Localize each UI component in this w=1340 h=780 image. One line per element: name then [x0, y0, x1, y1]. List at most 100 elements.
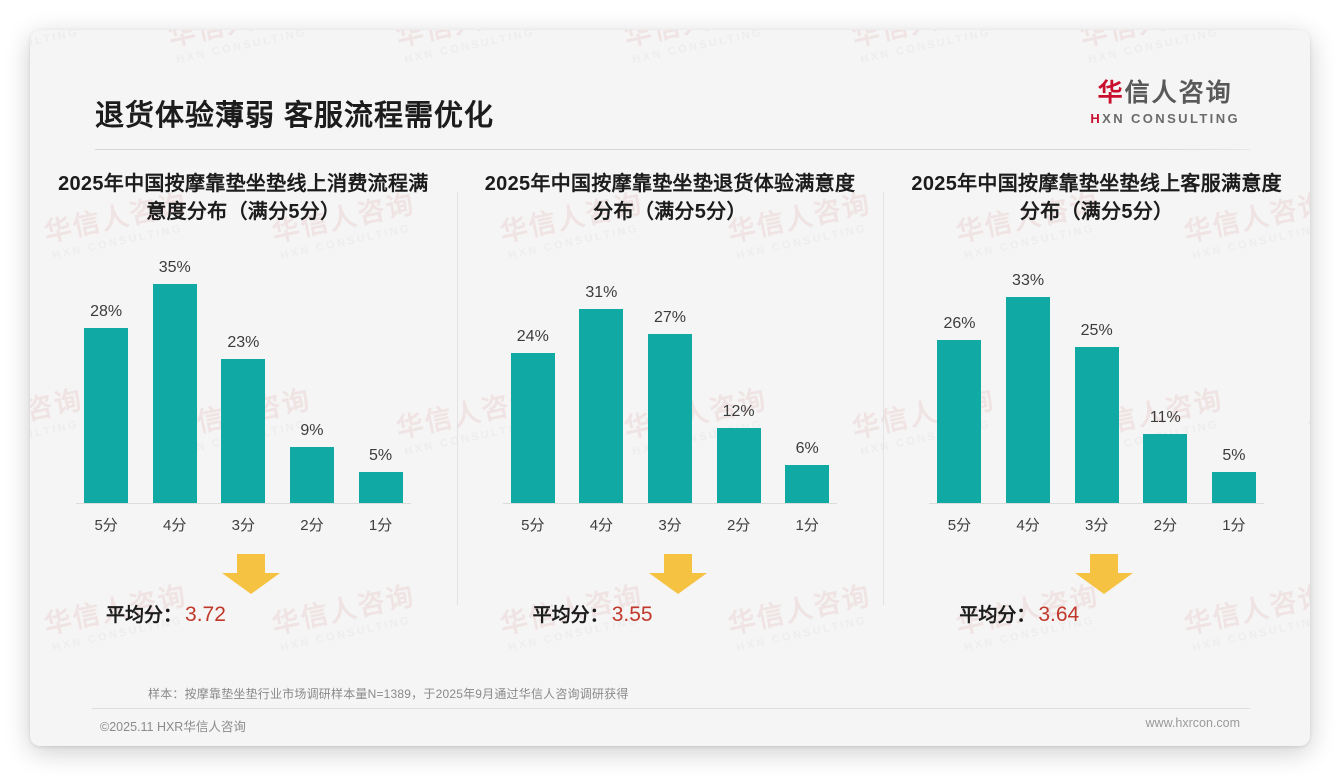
page-title: 退货体验薄弱 客服流程需优化: [95, 100, 495, 132]
plot-area: 24% 31% 27% 12% 6%: [502, 254, 838, 504]
bar-value-label: 28%: [90, 303, 123, 320]
category-label: 4分: [163, 517, 187, 534]
footer-divider: [92, 708, 1250, 709]
bar[interactable]: [358, 472, 403, 503]
bar-column[interactable]: 28%: [76, 254, 136, 503]
bar[interactable]: [579, 309, 624, 503]
header-divider: [95, 149, 1250, 150]
category-label: 5分: [521, 517, 545, 534]
bar[interactable]: [152, 284, 197, 503]
bar-column[interactable]: 33%: [998, 254, 1058, 503]
category-label: 4分: [589, 517, 614, 534]
chart-panel-3: 2025年中国按摩靠垫坐垫线上客服满意度分布（满分5分） 26% 33% 25% 11%…: [883, 170, 1310, 675]
average-score-label: 平均分：: [959, 605, 1036, 626]
chart-title: 2025年中国按摩靠垫坐垫退货体验满意度分布（满分5分）: [484, 173, 856, 224]
copyright-text: ©2025.11 HXR华信人咨询: [100, 720, 246, 734]
plot-area: 26% 33% 25% 11% 5%: [929, 254, 1265, 504]
charts-container: 2025年中国按摩靠垫坐垫线上消费流程满意度分布（满分5分） 28% 35% 23% 9…: [30, 170, 1310, 675]
bar[interactable]: [289, 447, 334, 503]
average-score-label: 平均分：: [106, 605, 183, 626]
bar[interactable]: [716, 428, 761, 503]
chart-title: 2025年中国按摩靠垫坐垫线上客服满意度分布（满分5分）: [911, 173, 1282, 224]
bar[interactable]: [84, 328, 129, 503]
bar[interactable]: [785, 465, 830, 503]
bar-column[interactable]: 35%: [145, 254, 205, 503]
panel-divider: [456, 192, 458, 605]
bar[interactable]: [1074, 347, 1119, 503]
bar-column[interactable]: 31%: [571, 254, 631, 503]
category-label: 4分: [1016, 517, 1040, 534]
bar-value-label: 35%: [158, 259, 191, 276]
category-axis: 5分 4分 3分 2分 1分: [76, 514, 411, 535]
chart-panel-1: 2025年中国按摩靠垫坐垫线上消费流程满意度分布（满分5分） 28% 35% 23% 9…: [30, 170, 457, 675]
down-arrow-icon: [1073, 552, 1135, 596]
logo-chinese: 华信人咨询: [1090, 79, 1240, 108]
bar[interactable]: [1143, 434, 1188, 503]
website-link[interactable]: www.hxrcon.com: [1145, 716, 1240, 730]
logo-english: HXN CONSULTING: [1090, 111, 1240, 126]
bar-column[interactable]: 25%: [1067, 254, 1127, 503]
category-label: 5分: [94, 517, 118, 534]
category-label: 3分: [1085, 517, 1109, 534]
category-label: 1分: [795, 517, 819, 534]
slide-header: 退货体验薄弱 客服流程需优化: [30, 30, 1310, 150]
logo-english-accent: H: [1090, 110, 1103, 126]
bar[interactable]: [1211, 472, 1256, 503]
bar-column[interactable]: 23%: [213, 254, 273, 503]
bar-value-label: 25%: [1080, 322, 1113, 339]
logo-english-rest: XN CONSULTING: [1102, 110, 1240, 126]
category-label: 2分: [726, 517, 751, 534]
bar-value-label: 6%: [795, 440, 819, 457]
average-score-block: 平均分： 3.55: [475, 552, 866, 652]
panel-divider: [883, 192, 885, 605]
bar-value-label: 26%: [943, 315, 976, 332]
bar[interactable]: [648, 334, 692, 503]
bar[interactable]: [937, 340, 982, 503]
down-arrow-icon: [647, 552, 709, 596]
category-label: 5分: [947, 517, 972, 534]
bar-column[interactable]: 27%: [640, 254, 700, 503]
category-label: 1分: [1222, 517, 1246, 534]
average-score-value: 3.64: [1038, 603, 1080, 626]
bar-value-label: 5%: [368, 447, 393, 464]
bar-column[interactable]: 24%: [503, 254, 563, 503]
bar-column[interactable]: 6%: [777, 254, 837, 503]
average-score-value: 3.72: [185, 603, 226, 626]
bar-value-label: 33%: [1012, 272, 1045, 289]
category-label: 1分: [368, 517, 393, 534]
source-note: 样本：按摩靠垫坐垫行业市场调研样本量N=1389，于2025年9月通过华信人咨询…: [148, 687, 629, 701]
chart-panel-2: 2025年中国按摩靠垫坐垫退货体验满意度分布（满分5分） 24% 31% 27% 12%…: [456, 170, 884, 675]
category-label: 3分: [231, 517, 255, 534]
average-score-block: 平均分： 3.64: [901, 552, 1292, 652]
plot-area: 28% 35% 23% 9% 5%: [76, 254, 411, 504]
average-score-label: 平均分：: [532, 605, 609, 626]
down-arrow-icon: [220, 552, 282, 596]
average-score-value: 3.55: [611, 603, 653, 626]
bar-column[interactable]: 9%: [282, 254, 342, 503]
average-score-text: 平均分： 3.64: [959, 600, 1079, 627]
category-axis: 5分 4分 3分 2分 1分: [503, 514, 838, 535]
bar[interactable]: [1006, 297, 1051, 503]
bar-value-label: 5%: [1222, 447, 1246, 464]
bar-value-label: 27%: [653, 309, 687, 326]
bar-column[interactable]: 26%: [929, 254, 989, 503]
logo-chinese-accent: 华: [1097, 79, 1125, 107]
bar-column[interactable]: 5%: [1204, 254, 1264, 503]
bar-value-label: 11%: [1149, 409, 1181, 426]
bar-column[interactable]: 12%: [709, 254, 769, 503]
slide: 华信人咨询 HXN CONSULTING 华信人咨询 HXN CONSULTING华信…: [30, 30, 1310, 746]
bar[interactable]: [221, 359, 266, 503]
bar-column[interactable]: 11%: [1135, 254, 1195, 503]
bar[interactable]: [510, 353, 555, 503]
logo-chinese-rest: 信人咨询: [1124, 79, 1233, 107]
slide-footer: ©2025.11 HXR华信人咨询 www.hxrcon.com: [30, 716, 1310, 746]
category-label: 3分: [658, 517, 682, 534]
company-logo: 华信人咨询 HXN CONSULTING: [1090, 79, 1240, 126]
bar-value-label: 9%: [300, 422, 324, 439]
average-score-block: 平均分： 3.72: [48, 552, 439, 652]
bar-value-label: 24%: [516, 328, 549, 345]
bar-value-label: 23%: [227, 334, 260, 351]
bar-column[interactable]: 5%: [350, 254, 410, 503]
category-label: 2分: [300, 517, 324, 534]
average-score-text: 平均分： 3.55: [533, 600, 653, 627]
